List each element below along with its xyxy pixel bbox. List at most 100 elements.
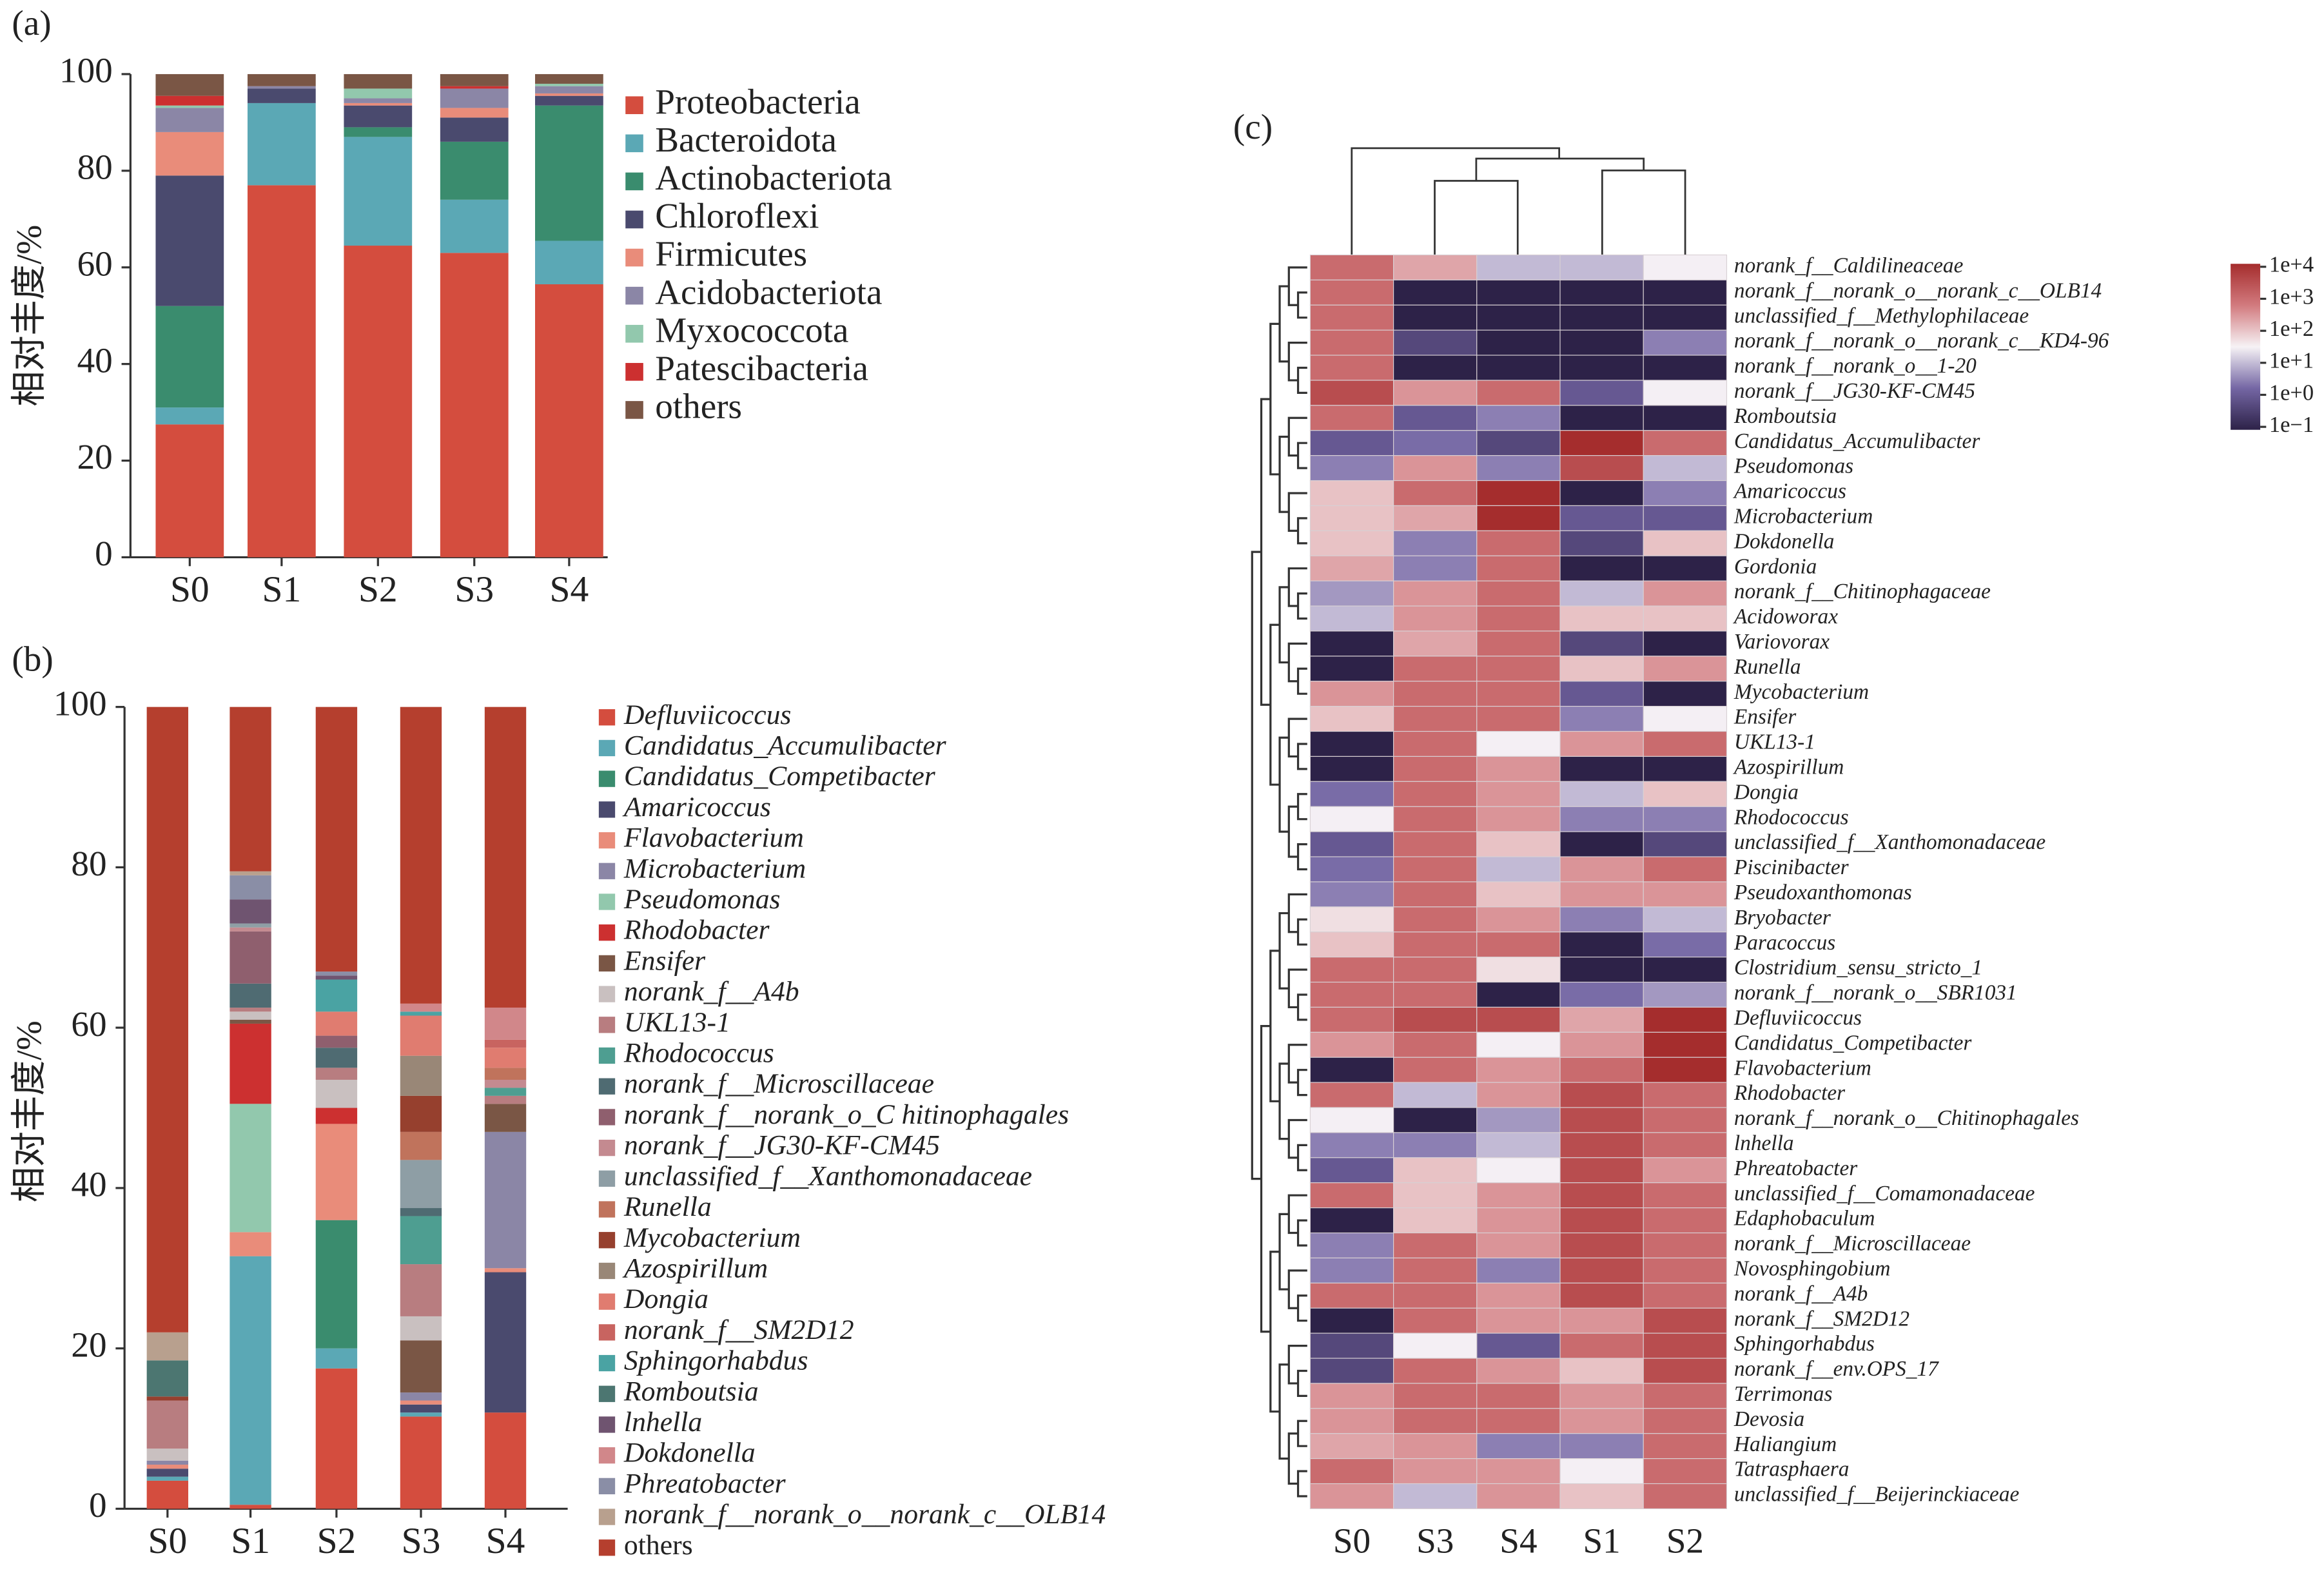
bar-segment	[400, 1216, 442, 1265]
legend-swatch	[598, 1170, 616, 1187]
heatmap-cell	[1559, 605, 1644, 632]
heatmap-cell	[1393, 580, 1478, 607]
heatmap-cell	[1393, 329, 1478, 356]
legend-swatch	[598, 770, 616, 787]
bar-segment	[484, 1048, 527, 1068]
bar-segment	[155, 73, 224, 96]
legend-swatch	[598, 1232, 616, 1249]
heatmap-cell	[1309, 329, 1394, 356]
heatmap-cell	[1309, 706, 1394, 732]
bar-segment	[484, 1412, 527, 1509]
heatmap-cell	[1559, 455, 1644, 482]
heatmap-cell	[1309, 455, 1394, 482]
bar-segment	[229, 1011, 271, 1020]
heatmap-cell	[1559, 1182, 1644, 1209]
heatmap-cell	[1393, 1483, 1478, 1510]
heatmap-cell	[1393, 1433, 1478, 1459]
row-label: unclassified_f__Beijerinckiaceae	[1734, 1483, 2020, 1507]
heatmap-cell	[1559, 1157, 1644, 1184]
colorbar-tick-label: 1e+1	[2269, 349, 2314, 373]
x-tick-label: S2	[358, 569, 398, 610]
heatmap-cell	[1309, 1307, 1394, 1334]
heatmap-cell	[1393, 1107, 1478, 1133]
row-dendrogram-branch	[1278, 1213, 1289, 1291]
row-label: unclassified_f__Comamonadaceae	[1734, 1182, 2035, 1205]
heatmap-cell	[1476, 279, 1561, 306]
bar-segment	[229, 1023, 271, 1104]
heatmap-cell	[1476, 957, 1561, 983]
heatmap-cell	[1643, 1458, 1728, 1485]
heatmap-cell	[1643, 756, 1728, 782]
heatmap-cell	[1476, 1182, 1561, 1209]
heatmap-cell	[1476, 580, 1561, 607]
legend-label: norank_f__A4b	[624, 976, 799, 1007]
heatmap-cell	[1643, 605, 1728, 632]
heatmap-cell	[1393, 881, 1478, 908]
bar-segment	[315, 1048, 358, 1068]
row-label: Gordonia	[1734, 554, 1817, 578]
heatmap-cell	[1559, 1257, 1644, 1283]
row-label: Flavobacterium	[1733, 1056, 1871, 1080]
heatmap-cell	[1476, 1383, 1561, 1409]
heatmap-cell	[1309, 480, 1394, 507]
heatmap-cell	[1476, 505, 1561, 531]
row-label: Variovorax	[1734, 630, 1830, 654]
y-tick-label: 60	[77, 244, 113, 283]
row-label: Clostridium_sensu_stricto_1	[1734, 956, 1982, 980]
legend-swatch	[598, 832, 616, 849]
bar-segment	[440, 73, 509, 86]
bar-segment	[400, 1160, 442, 1209]
column-label: S0	[1333, 1521, 1371, 1560]
bar-segment	[247, 86, 316, 89]
row-label: Tatrasphaera	[1734, 1458, 1849, 1481]
heatmap-cell	[1643, 1207, 1728, 1234]
heatmap-cell	[1309, 605, 1394, 632]
row-label: norank_f__Caldilineaceae	[1734, 254, 1964, 278]
heatmap-cell	[1643, 1332, 1728, 1359]
row-label: Rhodococcus	[1733, 805, 1849, 829]
heatmap-cell	[1476, 254, 1561, 280]
bar-segment	[155, 306, 224, 408]
row-label: Edaphobaculum	[1733, 1207, 1875, 1231]
heatmap-cell	[1643, 1282, 1728, 1309]
row-label: Sphingorhabdus	[1734, 1332, 1875, 1356]
legend-swatch	[598, 924, 616, 941]
heatmap-cell	[1643, 530, 1728, 556]
heatmap-cell	[1393, 355, 1478, 381]
y-tick-label: 20	[77, 437, 113, 476]
heatmap-cell	[1476, 1408, 1561, 1434]
heatmap-cell	[1393, 1232, 1478, 1259]
heatmap-cell	[1393, 1383, 1478, 1409]
heatmap-cell	[1309, 555, 1394, 581]
heatmap-cell	[1476, 355, 1561, 381]
heatmap-cell	[1643, 1082, 1728, 1108]
heatmap-cell	[1309, 1031, 1394, 1058]
bar-segment	[400, 1011, 442, 1016]
bar-segment	[534, 95, 603, 106]
heatmap-cell	[1559, 380, 1644, 406]
colorbar-tick-label: 1e+2	[2269, 317, 2314, 341]
heatmap-cell	[1476, 480, 1561, 507]
row-dendrogram-branch	[1296, 793, 1307, 821]
heatmap-cell	[1309, 730, 1394, 757]
heatmap-cell	[1393, 1408, 1478, 1434]
heatmap-cell	[1476, 405, 1561, 431]
row-label: Romboutsia	[1733, 404, 1837, 428]
bar-segment	[146, 1469, 189, 1477]
bar-segment	[315, 1080, 358, 1108]
row-label: norank_f__norank_o__1-20	[1734, 354, 1977, 378]
heatmap-cell	[1643, 1057, 1728, 1083]
colorbar-tick-label: 1e+3	[2269, 284, 2314, 309]
heatmap-cell	[1559, 1458, 1644, 1485]
heatmap-cell	[1393, 630, 1478, 657]
heatmap-cell	[1559, 756, 1644, 782]
bar-segment	[534, 83, 603, 86]
heatmap-cell	[1476, 831, 1561, 857]
legend-swatch	[598, 955, 616, 972]
row-label: Rhodobacter	[1733, 1081, 1846, 1105]
legend-label: Acidobacteriota	[655, 272, 882, 311]
heatmap-cell	[1643, 932, 1728, 958]
bar-segment	[247, 73, 316, 86]
heatmap-cell	[1393, 681, 1478, 707]
heatmap-cell	[1559, 405, 1644, 431]
